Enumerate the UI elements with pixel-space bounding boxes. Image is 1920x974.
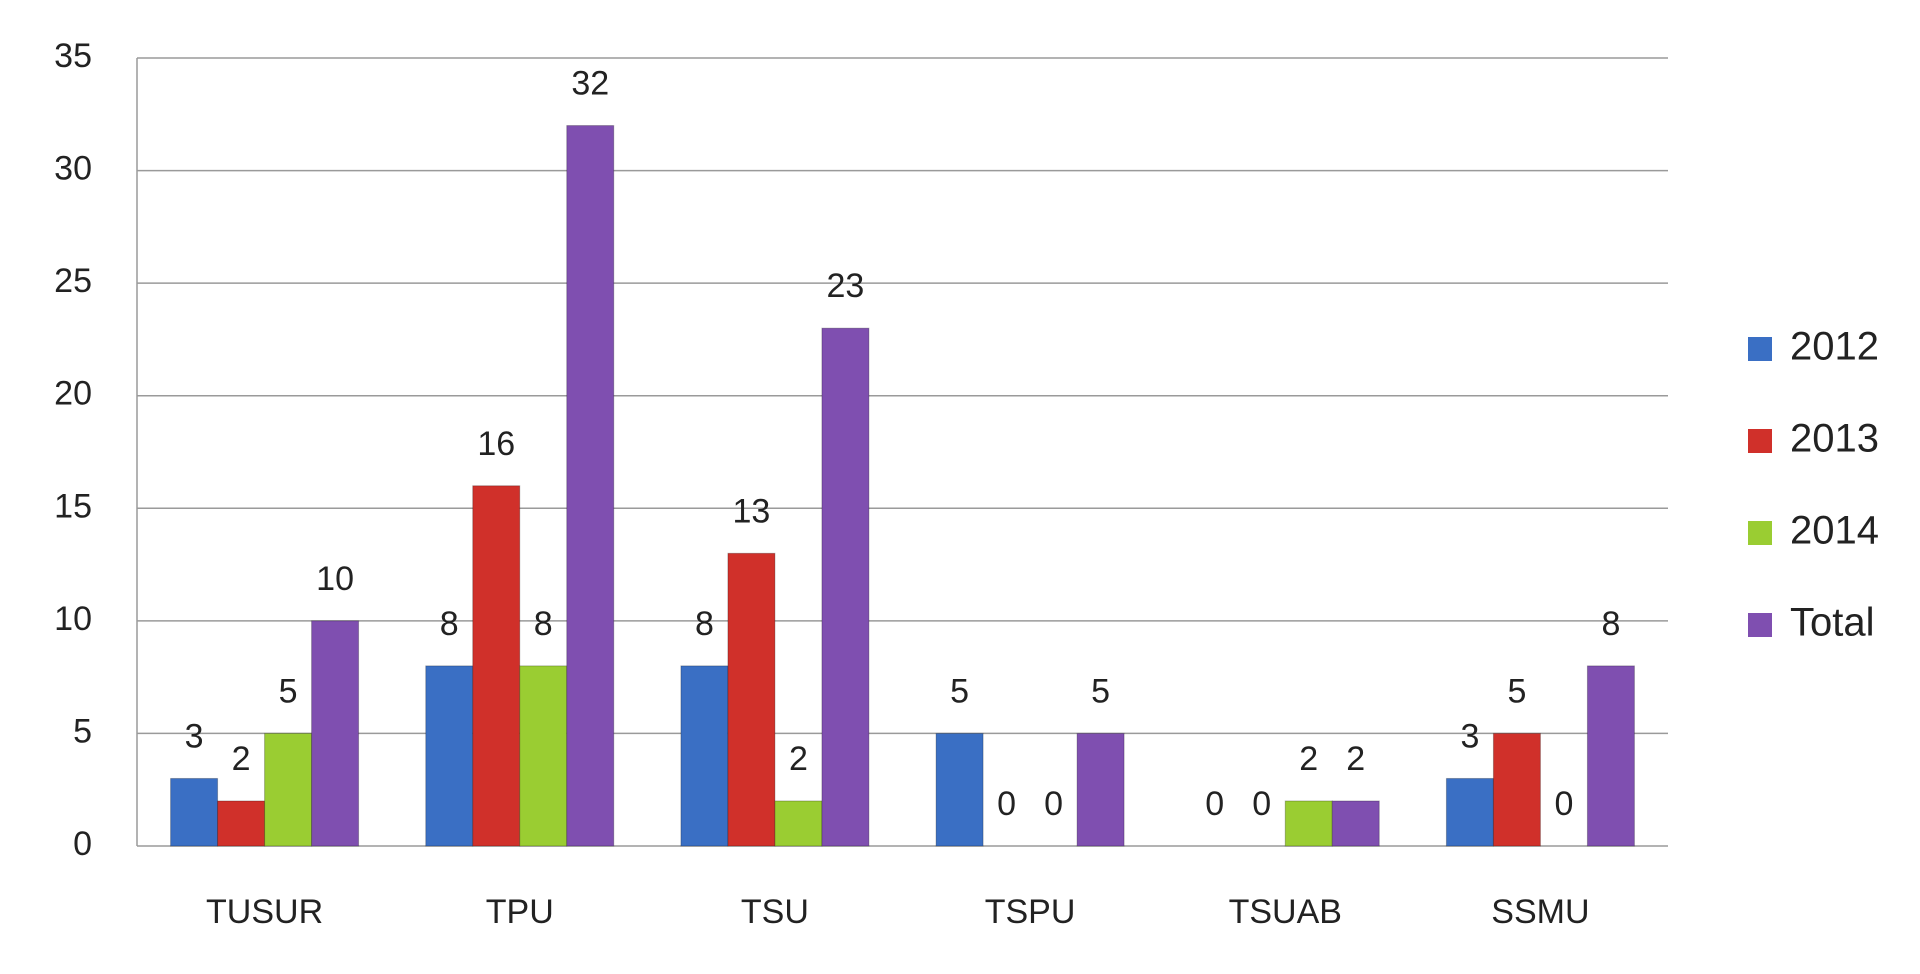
x-tick-label: TSPU <box>985 893 1076 931</box>
data-label: 0 <box>1044 785 1063 823</box>
bar <box>1076 732 1125 847</box>
data-label: 0 <box>1252 785 1271 823</box>
data-label: 2 <box>789 740 808 778</box>
x-tick-label: TSUAB <box>1229 893 1342 931</box>
data-label: 5 <box>950 672 969 710</box>
data-label: 8 <box>695 605 714 643</box>
bar <box>217 800 266 847</box>
y-tick-label: 10 <box>54 600 92 638</box>
legend-label: 2014 <box>1790 509 1879 553</box>
data-label: 3 <box>1460 717 1479 755</box>
data-label: 32 <box>571 65 609 103</box>
bar <box>472 485 521 847</box>
data-label: 8 <box>534 605 553 643</box>
bar <box>1284 800 1333 847</box>
bar <box>566 125 615 847</box>
data-label: 5 <box>279 672 298 710</box>
y-tick-label: 30 <box>54 150 92 188</box>
bar <box>1492 732 1541 847</box>
y-tick-label: 20 <box>54 375 92 413</box>
bar <box>1586 665 1635 847</box>
legend-swatch <box>1748 521 1772 545</box>
bar <box>727 552 776 847</box>
data-label: 2 <box>1346 740 1365 778</box>
bar <box>311 620 360 847</box>
data-label: 13 <box>733 492 771 530</box>
bar <box>170 777 219 847</box>
data-label: 5 <box>1091 672 1110 710</box>
bar <box>264 732 313 847</box>
data-label: 5 <box>1507 672 1526 710</box>
bar <box>680 665 729 847</box>
legend-label: Total <box>1790 601 1875 645</box>
data-label: 8 <box>1601 605 1620 643</box>
legend-label: 2012 <box>1790 325 1879 369</box>
y-tick-label: 25 <box>54 262 92 300</box>
y-tick-label: 5 <box>73 712 92 750</box>
bar <box>425 665 474 847</box>
bar <box>1331 800 1380 847</box>
x-tick-label: TUSUR <box>206 893 323 931</box>
bar <box>519 665 568 847</box>
legend-swatch <box>1748 337 1772 361</box>
data-label: 10 <box>316 560 354 598</box>
data-label: 23 <box>827 267 865 305</box>
bar <box>935 732 984 847</box>
bar <box>1445 777 1494 847</box>
data-label: 0 <box>997 785 1016 823</box>
x-tick-label: TSU <box>741 893 809 931</box>
legend-swatch <box>1748 613 1772 637</box>
data-label: 0 <box>1205 785 1224 823</box>
data-label: 3 <box>185 717 204 755</box>
data-label: 16 <box>477 425 515 463</box>
legend-label: 2013 <box>1790 417 1879 461</box>
data-label: 8 <box>440 605 459 643</box>
y-tick-label: 15 <box>54 487 92 525</box>
data-label: 0 <box>1554 785 1573 823</box>
x-tick-label: TPU <box>486 893 554 931</box>
legend-swatch <box>1748 429 1772 453</box>
bar <box>821 327 870 847</box>
y-tick-label: 0 <box>73 825 92 863</box>
y-tick-label: 35 <box>54 37 92 75</box>
data-label: 2 <box>1299 740 1318 778</box>
x-tick-label: SSMU <box>1491 893 1589 931</box>
bar <box>774 800 823 847</box>
data-label: 2 <box>232 740 251 778</box>
